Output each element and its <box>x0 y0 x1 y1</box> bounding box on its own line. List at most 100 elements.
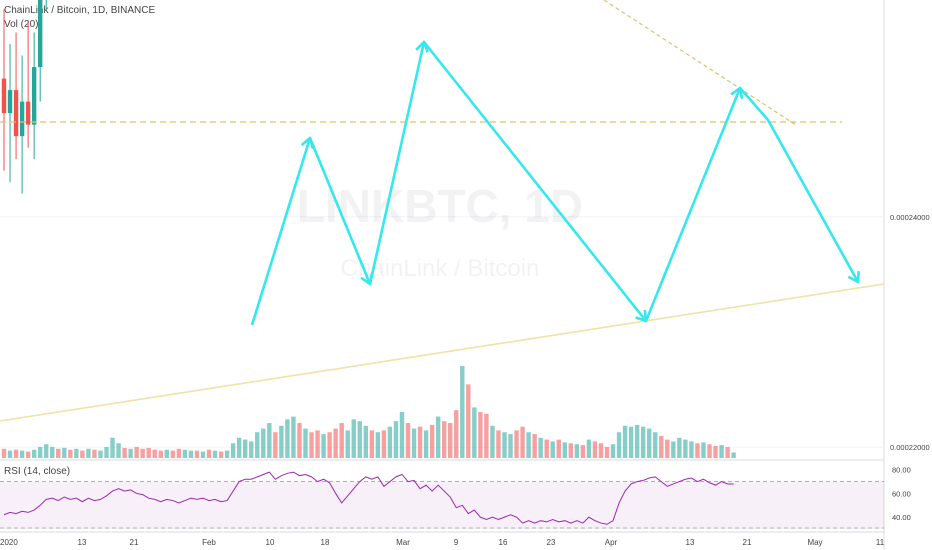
volume-bar <box>224 450 230 458</box>
volume-bar <box>188 450 194 458</box>
time-tick-label: 9 <box>454 538 459 547</box>
volume-bar <box>689 441 694 458</box>
volume-bar <box>152 449 157 458</box>
volume-bar <box>496 430 501 458</box>
volume-bar <box>128 448 133 458</box>
volume-bar <box>56 448 61 458</box>
volume-bar <box>243 439 248 458</box>
time-tick-label: 21 <box>130 538 139 547</box>
candle-body <box>7 90 13 114</box>
volume-bar <box>31 449 37 458</box>
volume-bar <box>37 446 43 458</box>
volume-bar <box>261 428 266 458</box>
volume-bar <box>538 437 543 458</box>
volume-bar <box>562 442 567 458</box>
volume-bar <box>218 451 224 458</box>
volume-bar <box>586 439 592 458</box>
arrow-head <box>635 309 648 323</box>
time-tick-label: 2020 <box>0 538 18 547</box>
volume-bar <box>695 443 700 458</box>
volume-bar <box>80 450 85 458</box>
volume-bar <box>381 430 387 458</box>
volume-bar <box>628 426 634 458</box>
candle-body <box>31 67 37 125</box>
time-tick-label: 23 <box>547 538 556 547</box>
rsi-line <box>3 471 734 525</box>
volume-bar <box>13 449 19 458</box>
volume-bar <box>435 416 441 458</box>
candle-body <box>19 101 25 137</box>
descending-trendline <box>603 0 797 126</box>
drawings <box>0 0 885 422</box>
volume-bar <box>375 432 381 458</box>
volume-bar <box>309 432 314 458</box>
volume-bar <box>303 428 308 458</box>
volume-bar <box>393 421 399 458</box>
volume-bar <box>556 439 561 458</box>
volume-bar <box>164 449 170 458</box>
volume-bar <box>707 444 712 458</box>
rsi-tick-label: 80.00 <box>892 466 911 475</box>
volume-bar <box>454 410 459 458</box>
volume-bar <box>7 450 13 458</box>
time-tick-label: 13 <box>686 538 695 547</box>
arrow-head <box>300 136 315 149</box>
volume-bar <box>176 448 182 458</box>
volume-bar <box>230 443 236 458</box>
volume-bar <box>520 426 525 458</box>
volume-bar <box>255 432 260 458</box>
volume-bar <box>98 450 103 458</box>
volume-bar <box>212 450 218 458</box>
volume-bar <box>532 434 537 458</box>
volume-bar <box>351 419 356 458</box>
arrow-head <box>847 270 860 284</box>
time-tick-label: Feb <box>202 538 216 547</box>
volume-bar <box>441 421 447 458</box>
volume-bar <box>719 445 724 458</box>
time-tick-label: 18 <box>321 538 330 547</box>
volume-bar <box>19 450 25 458</box>
volume-bar <box>339 423 344 458</box>
time-tick-label: 10 <box>266 538 275 547</box>
time-tick-label: 11 <box>876 538 885 547</box>
volume-bar <box>279 425 284 458</box>
time-tick-label: Apr <box>605 538 618 547</box>
volume-bar <box>598 443 604 458</box>
rsi-legend: RSI (14, close) <box>4 466 71 477</box>
volume-bar <box>249 441 254 458</box>
support-trendline <box>0 283 885 422</box>
volume-bar <box>550 441 555 458</box>
volume-bar <box>206 449 212 458</box>
volume-bar <box>502 432 507 458</box>
time-tick-label: 21 <box>743 538 752 547</box>
volume-bar <box>44 444 49 458</box>
volume-bar <box>659 435 664 458</box>
volume-bar <box>725 446 730 458</box>
volume-bar <box>399 412 405 458</box>
volume-bar <box>122 447 127 458</box>
volume-bar <box>484 413 489 458</box>
price-tick-label: 0.00024000 <box>890 213 930 222</box>
volume-bar <box>110 437 115 458</box>
volume-bar <box>25 451 31 458</box>
volume-bar <box>297 423 302 458</box>
price-tick-label: 0.00022000 <box>890 443 930 452</box>
volume-bar <box>460 366 465 458</box>
volume-bar <box>92 449 97 458</box>
time-tick-label: 13 <box>78 538 87 547</box>
candlesticks <box>1 0 47 194</box>
volume-bar <box>665 439 670 458</box>
volume-bar <box>236 437 242 458</box>
volume-bar <box>291 416 296 458</box>
volume-bar <box>273 432 278 458</box>
volume-bar <box>622 425 628 458</box>
volume-bar <box>647 428 652 458</box>
volume-bar <box>1 448 7 458</box>
volume-bar <box>170 450 176 458</box>
volume-bar <box>677 437 682 458</box>
volume-bar <box>357 421 362 458</box>
volume-bar <box>68 449 73 458</box>
volume-bar <box>634 424 640 458</box>
